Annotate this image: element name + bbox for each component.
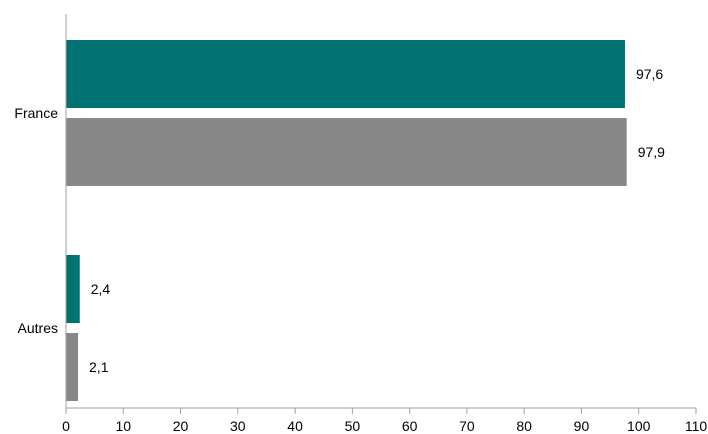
x-tick-label-30: 30 — [230, 418, 246, 434]
x-axis: 0 10 20 30 40 50 60 70 80 90 100 110 — [62, 407, 708, 434]
x-tick-label-90: 90 — [574, 418, 590, 434]
bar-france-series-2 — [66, 118, 627, 186]
x-tick-label-100: 100 — [627, 418, 651, 434]
data-label-autres-series-1: 2,4 — [91, 281, 111, 297]
bar-france-series-1 — [66, 40, 625, 108]
category-label-france: France — [14, 105, 58, 121]
bar-autres-series-1 — [66, 255, 80, 323]
x-tick-label-10: 10 — [115, 418, 131, 434]
data-label-autres-series-2: 2,1 — [89, 359, 109, 375]
x-tick-label-60: 60 — [402, 418, 418, 434]
bar-autres-series-2 — [66, 333, 79, 401]
category-label-autres: Autres — [18, 320, 58, 336]
x-tick-label-40: 40 — [287, 418, 303, 434]
x-tick-label-110: 110 — [685, 418, 708, 434]
x-tick-label-20: 20 — [173, 418, 189, 434]
category-labels-layer: France Autres — [14, 105, 58, 336]
data-label-france-series-2: 97,9 — [638, 144, 665, 160]
bars-layer — [66, 40, 627, 401]
data-label-france-series-1: 97,6 — [636, 66, 663, 82]
x-tick-label-0: 0 — [62, 418, 70, 434]
value-labels-layer: 97,6 97,9 2,4 2,1 — [89, 66, 665, 375]
x-tick-label-70: 70 — [459, 418, 475, 434]
x-tick-label-80: 80 — [516, 418, 532, 434]
x-tick-label-50: 50 — [345, 418, 361, 434]
